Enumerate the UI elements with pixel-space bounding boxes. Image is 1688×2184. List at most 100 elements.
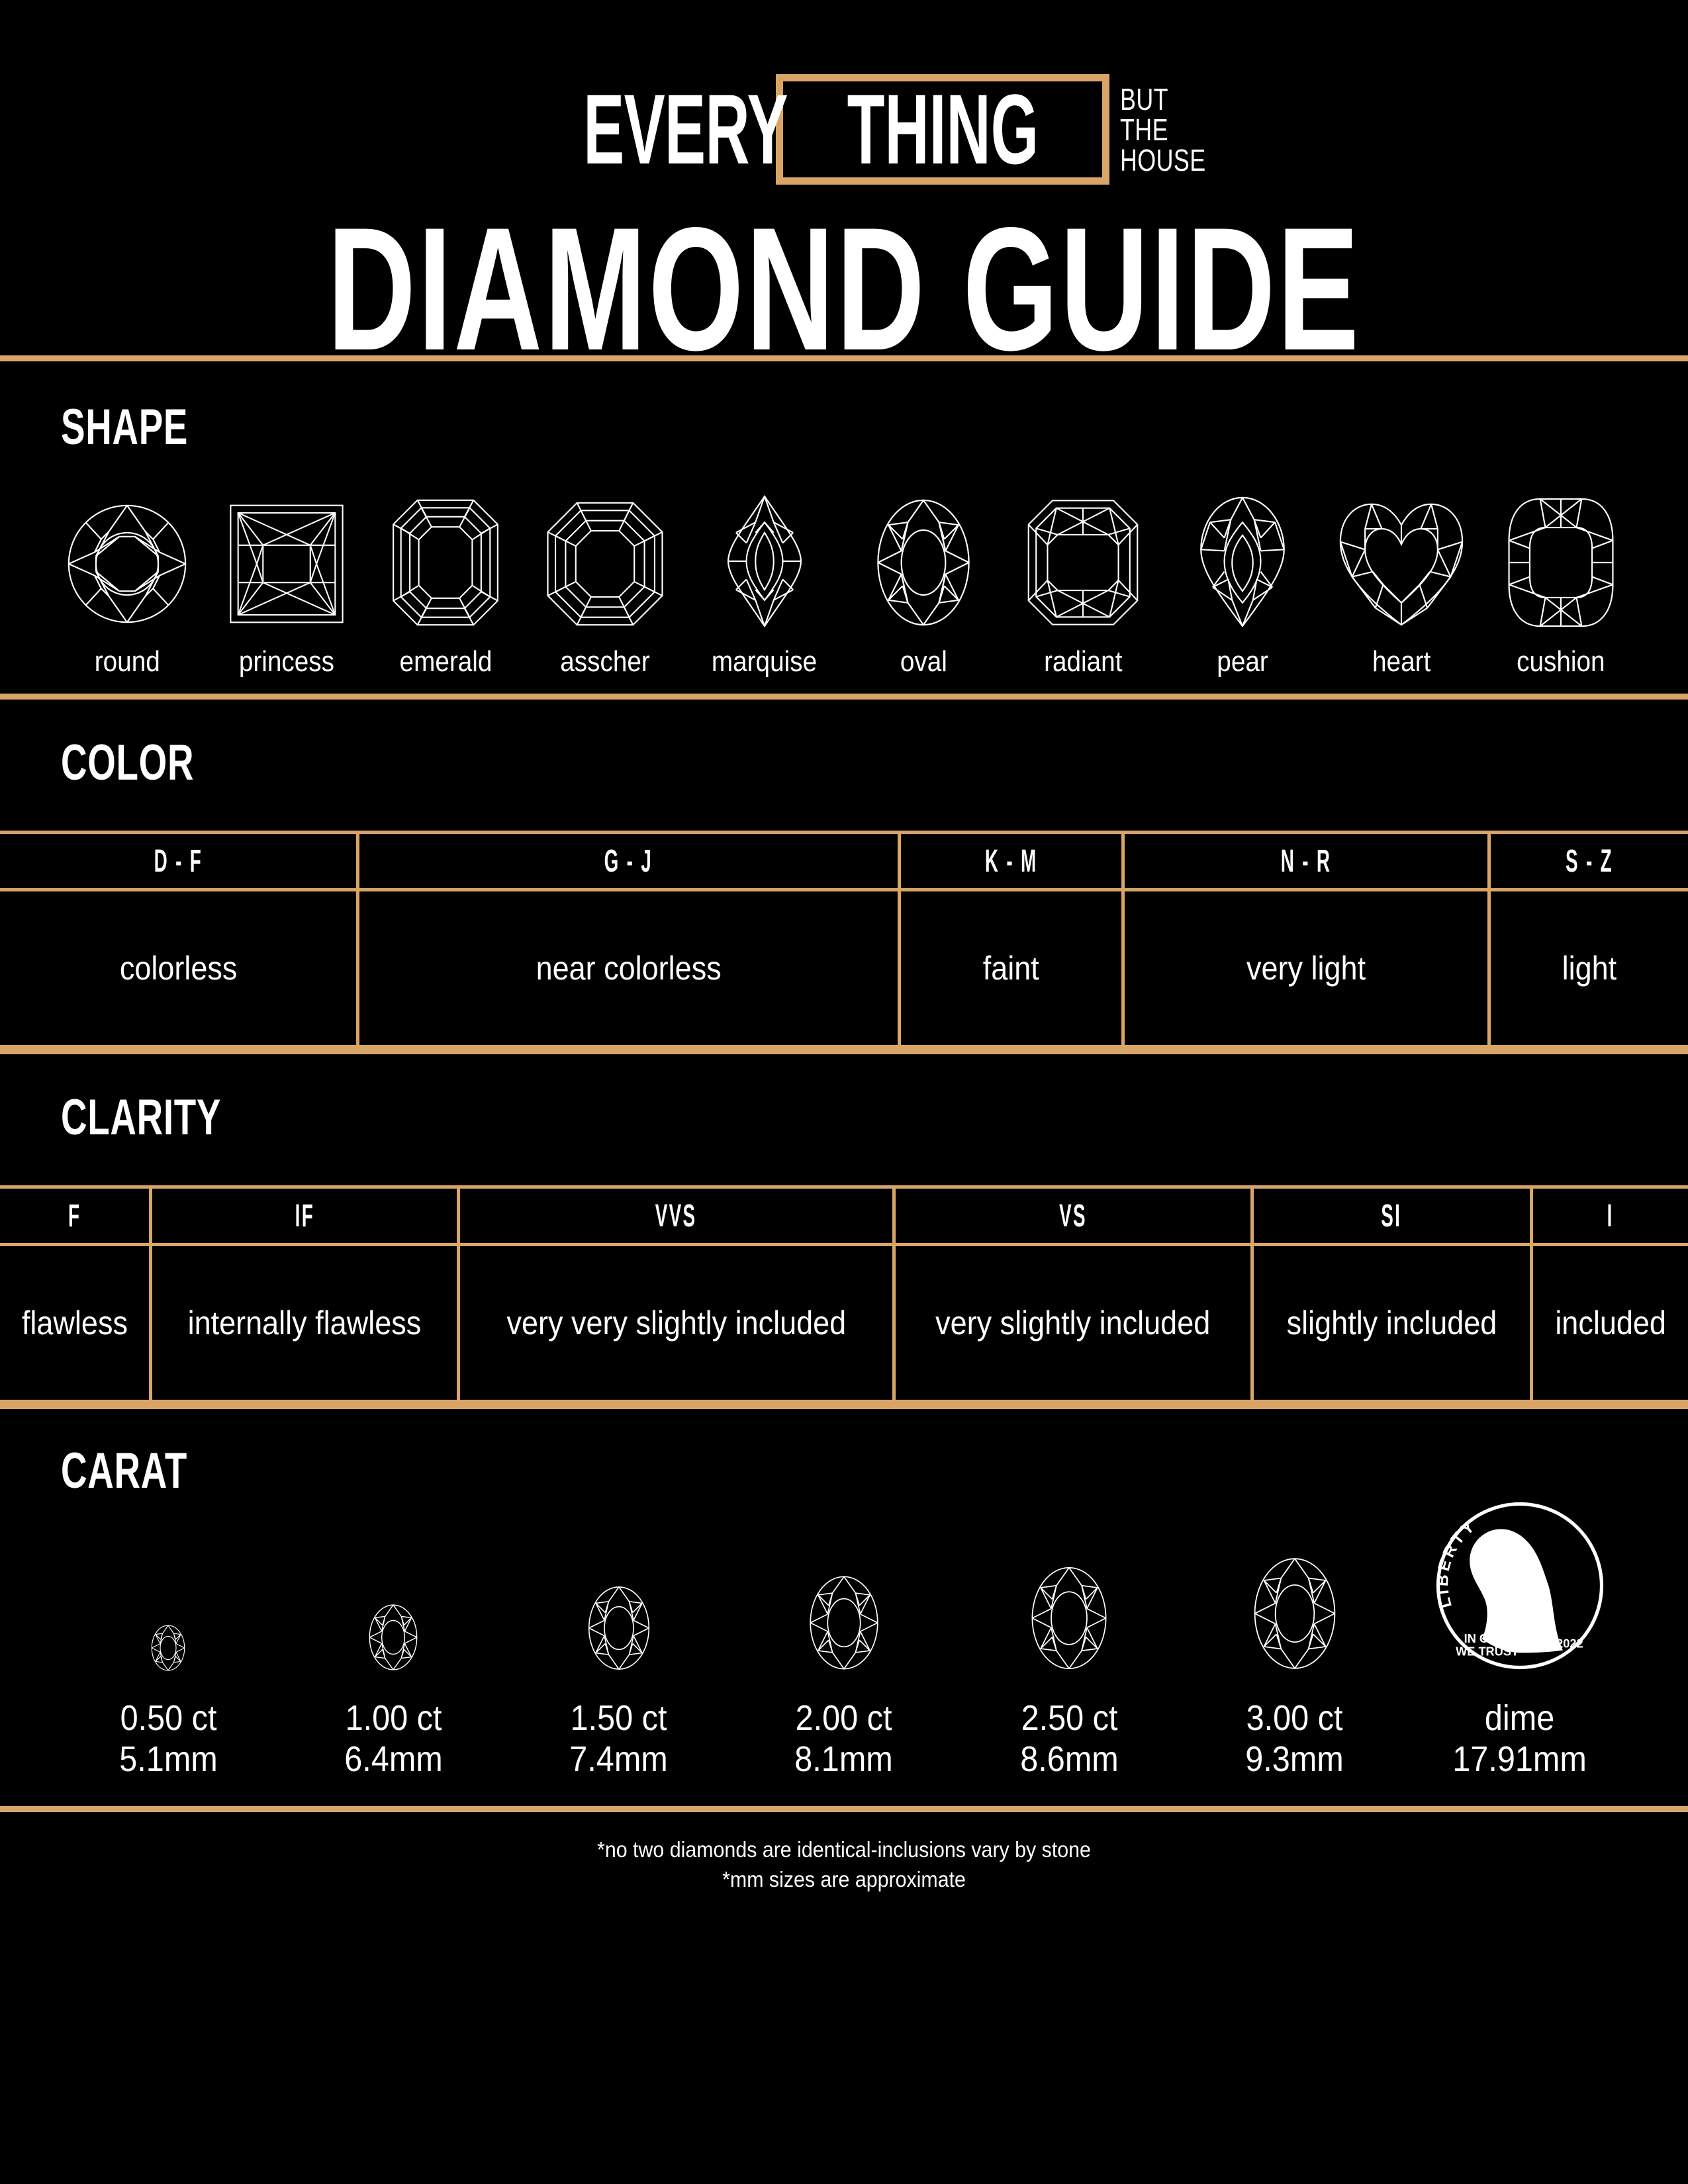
- cushion-diamond-icon: [1506, 496, 1616, 629]
- carat-label: 1.00 ct 6.4mm: [344, 1698, 443, 1780]
- shape-item-princess[interactable]: princess: [214, 499, 359, 676]
- footnotes: *no two diamonds are identical-inclusion…: [0, 1812, 1688, 1894]
- clarity-desc-cell: flawless: [0, 1243, 153, 1403]
- round-diamond-icon: [1248, 1555, 1341, 1675]
- clarity-desc-cell: included: [1529, 1243, 1688, 1403]
- carat-weight: 0.50 ct: [120, 1698, 217, 1738]
- color-grade-cell: D - F: [0, 831, 360, 891]
- brand-logo: EVERY THING BUT THE HOUSE: [0, 0, 1688, 185]
- color-desc-cell: light: [1487, 888, 1688, 1048]
- color-grade-cell: K - M: [897, 831, 1125, 891]
- clarity-grade-cell: SI: [1250, 1185, 1533, 1246]
- shape-label: oval: [900, 645, 947, 678]
- carat-size: 7.4mm: [569, 1739, 668, 1779]
- shape-label: cushion: [1517, 645, 1605, 678]
- radiant-diamond-icon: [1025, 496, 1141, 629]
- carat-size: 9.3mm: [1245, 1739, 1344, 1779]
- section-clarity: CLARITY F IF VVS VS SI I flawless intern…: [0, 1054, 1688, 1403]
- gem-box: [366, 1503, 420, 1675]
- marquise-diamond-icon: [723, 494, 806, 629]
- section-carat: CARAT 0.50 ct 5.1mm: [0, 1409, 1688, 1780]
- carat-label: 3.00 ct 9.3mm: [1245, 1698, 1344, 1780]
- carat-item-dime[interactable]: LIBERTY IN GOD WE TRUST 2022 dime 17.91m…: [1407, 1500, 1632, 1780]
- carat-size: 17.91mm: [1452, 1739, 1587, 1779]
- oval-diamond-icon: [874, 496, 973, 629]
- clarity-grade-cell: IF: [149, 1185, 460, 1246]
- round-diamond-icon: [1026, 1565, 1112, 1675]
- carat-size: 8.1mm: [794, 1739, 894, 1779]
- carat-item-250[interactable]: 2.50 ct 8.6mm: [957, 1503, 1182, 1780]
- carat-weight: 2.50 ct: [1021, 1698, 1118, 1738]
- logo-tagline: BUT THE HOUSE: [1120, 74, 1230, 185]
- clarity-grade-cell: VVS: [456, 1185, 896, 1246]
- heart-diamond-icon: [1336, 499, 1466, 629]
- logo-tagline-line3: HOUSE: [1120, 142, 1206, 177]
- shape-label: round: [94, 645, 160, 678]
- shape-item-heart[interactable]: heart: [1329, 499, 1474, 676]
- dime-box: LIBERTY IN GOD WE TRUST 2022: [1434, 1500, 1606, 1675]
- section-shape: SHAPE round: [0, 361, 1688, 694]
- shape-item-round[interactable]: round: [54, 499, 200, 676]
- logo-tagline-line1: BUT: [1120, 81, 1169, 116]
- round-diamond-icon: [149, 1624, 187, 1675]
- logo-tagline-line2: THE: [1120, 112, 1169, 147]
- round-diamond-icon: [805, 1574, 883, 1675]
- dime-motto-line1: IN GOD: [1464, 1632, 1507, 1645]
- color-table: D - F G - J K - M N - R S - Z colorless …: [0, 831, 1688, 1048]
- divider-shape-color: [0, 694, 1688, 700]
- shape-label: princess: [238, 645, 334, 678]
- shape-item-marquise[interactable]: marquise: [692, 494, 837, 676]
- round-diamond-icon: [366, 1603, 420, 1675]
- carat-item-200[interactable]: 2.00 ct 8.1mm: [731, 1503, 957, 1780]
- shape-item-radiant[interactable]: radiant: [1010, 496, 1156, 676]
- dime-year: 2022: [1556, 1637, 1583, 1651]
- carat-row: 0.50 ct 5.1mm 1.00 ct 6.4mm: [0, 1500, 1688, 1780]
- shape-label: marquise: [711, 645, 818, 678]
- shape-item-asscher[interactable]: asscher: [532, 499, 678, 676]
- section-heading-shape: SHAPE: [61, 399, 189, 455]
- gem-box: [585, 1503, 653, 1675]
- divider-clarity-carat: [0, 1403, 1688, 1409]
- clarity-table-body-row: flawless internally flawless very very s…: [0, 1243, 1688, 1403]
- clarity-desc-cell: internally flawless: [149, 1243, 460, 1403]
- color-desc-cell: colorless: [0, 888, 360, 1048]
- carat-item-300[interactable]: 3.00 ct 9.3mm: [1182, 1503, 1407, 1780]
- carat-weight: dime: [1485, 1698, 1555, 1738]
- color-grade-cell: N - R: [1121, 831, 1491, 891]
- section-heading-carat: CARAT: [61, 1443, 188, 1499]
- carat-item-150[interactable]: 1.50 ct 7.4mm: [506, 1503, 731, 1780]
- shape-label: asscher: [560, 645, 650, 678]
- clarity-desc-cell: slightly included: [1250, 1243, 1533, 1403]
- princess-diamond-icon: [224, 499, 349, 629]
- divider-color-clarity: [0, 1048, 1688, 1054]
- logo-word-thing: THING: [847, 73, 1039, 185]
- color-desc-cell: near colorless: [356, 888, 901, 1048]
- divider-footer: [0, 1806, 1688, 1812]
- carat-item-100[interactable]: 1.00 ct 6.4mm: [281, 1503, 506, 1780]
- shape-item-pear[interactable]: pear: [1170, 494, 1315, 676]
- dime-motto-line2: WE TRUST: [1456, 1645, 1519, 1658]
- section-heading-color: COLOR: [61, 735, 195, 791]
- color-table-header-row: D - F G - J K - M N - R S - Z: [0, 831, 1688, 891]
- color-table-body-row: colorless near colorless faint very ligh…: [0, 888, 1688, 1048]
- gem-box: [149, 1503, 187, 1675]
- section-heading-clarity: CLARITY: [61, 1089, 222, 1146]
- section-color: COLOR D - F G - J K - M N - R S - Z colo…: [0, 700, 1688, 1048]
- dime-coin-icon: LIBERTY IN GOD WE TRUST 2022: [1434, 1500, 1606, 1675]
- shape-item-oval[interactable]: oval: [851, 496, 996, 676]
- carat-item-050[interactable]: 0.50 ct 5.1mm: [56, 1503, 281, 1780]
- shape-label: radiant: [1043, 645, 1123, 678]
- shape-label: emerald: [399, 645, 492, 678]
- color-desc-cell: very light: [1121, 888, 1491, 1048]
- shape-item-emerald[interactable]: emerald: [373, 496, 518, 676]
- color-grade-cell: S - Z: [1487, 831, 1688, 891]
- carat-label: 0.50 ct 5.1mm: [119, 1698, 218, 1780]
- gem-box: [1248, 1503, 1341, 1675]
- carat-size: 6.4mm: [344, 1739, 443, 1779]
- shape-item-cushion[interactable]: cushion: [1488, 496, 1634, 676]
- carat-label: dime 17.91mm: [1453, 1698, 1587, 1780]
- clarity-grade-cell: F: [0, 1185, 153, 1246]
- shape-row: round princess: [0, 494, 1688, 676]
- round-diamond-icon: [62, 499, 192, 629]
